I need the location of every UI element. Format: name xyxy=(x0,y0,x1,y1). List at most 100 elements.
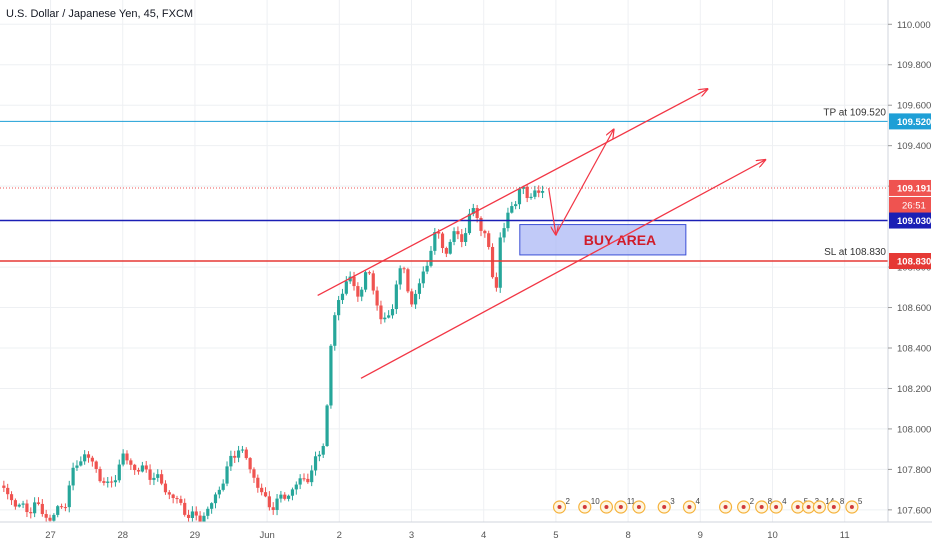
candle-body xyxy=(213,494,218,504)
candle-body xyxy=(136,470,141,472)
candle-body xyxy=(236,450,241,458)
candle-body xyxy=(433,232,437,251)
entry-price-tag-bg xyxy=(889,212,931,229)
tp-label: TP at 109.520 xyxy=(823,107,886,118)
candle-body xyxy=(533,190,537,197)
candle-body xyxy=(263,492,268,497)
candle-body xyxy=(275,498,279,510)
buy-zone xyxy=(519,224,687,256)
candle-body xyxy=(363,272,368,290)
candle-body xyxy=(360,289,364,297)
candle-body xyxy=(152,477,156,480)
candle-body xyxy=(421,271,425,284)
time-tick-label: 2 xyxy=(337,530,342,541)
countdown-bg xyxy=(889,196,931,213)
event-marker-count: 4 xyxy=(695,497,700,506)
channel-upper xyxy=(317,89,708,296)
candle-body xyxy=(17,504,21,507)
candle-body xyxy=(448,241,452,254)
candle-body xyxy=(340,293,345,301)
candle-body xyxy=(352,276,356,287)
candle-body xyxy=(517,188,522,205)
sl-price-tag-bg xyxy=(889,253,931,269)
candle-body xyxy=(429,250,433,266)
candle-body xyxy=(390,309,395,316)
time-tick-label: 11 xyxy=(840,530,850,541)
time-tick-label: 4 xyxy=(481,530,486,541)
candle-body xyxy=(29,512,33,514)
candle-body xyxy=(48,517,52,521)
candle-body xyxy=(225,466,229,484)
candle-body xyxy=(487,233,491,247)
candle-body xyxy=(175,498,179,500)
time-tick-label: 28 xyxy=(117,530,128,541)
candle-body xyxy=(410,291,414,305)
candle-body xyxy=(102,481,106,483)
candle-body xyxy=(471,208,475,214)
candle-body xyxy=(283,494,287,499)
candle-body xyxy=(167,492,171,495)
event-marker-count: 3 xyxy=(670,497,675,506)
candle-body xyxy=(521,186,525,189)
buy-area-label: BUY AREA xyxy=(584,232,656,248)
candle-body xyxy=(25,503,29,513)
candle-body xyxy=(183,502,187,515)
candle-body xyxy=(302,478,306,480)
candle-body xyxy=(156,474,160,478)
symbol-title: U.S. Dollar / Japanese Yen, 45, FXCM xyxy=(6,8,194,20)
time-tick-label: 8 xyxy=(625,530,630,541)
candle-body xyxy=(479,217,483,231)
time-tick-label: 10 xyxy=(767,530,778,541)
current-price-tag-bg xyxy=(889,179,931,196)
candle-body xyxy=(113,480,118,483)
candle-body xyxy=(398,268,402,285)
candle-body xyxy=(248,458,252,470)
event-marker-dot xyxy=(817,505,822,509)
candle-body xyxy=(317,454,321,457)
candle-body xyxy=(271,507,275,510)
candle-body xyxy=(540,191,545,193)
price-tick-label: 107.800 xyxy=(897,465,931,476)
tp-price-tag: 109.520 xyxy=(897,117,931,128)
price-tick-label: 107.600 xyxy=(897,505,931,516)
price-axis-panel xyxy=(888,0,932,550)
candle-body xyxy=(21,503,25,505)
candle-body xyxy=(117,464,121,481)
candle-body xyxy=(6,487,10,495)
event-marker-count: 10 xyxy=(591,497,600,506)
current-price-tag: 109.191 xyxy=(897,183,932,194)
candle-body xyxy=(406,269,410,292)
candle-body xyxy=(98,468,102,482)
candle-body xyxy=(413,293,418,305)
event-marker-dot xyxy=(557,505,562,509)
event-marker-dot xyxy=(831,505,836,509)
candle-body xyxy=(190,511,194,518)
event-marker-count: 4 xyxy=(782,497,787,506)
candle-body xyxy=(475,208,479,218)
candle-body xyxy=(198,515,202,522)
candle-body xyxy=(337,300,341,316)
candle-body xyxy=(333,315,337,346)
candle-body xyxy=(279,494,283,499)
candle-body xyxy=(514,204,518,207)
candle-body xyxy=(71,467,75,486)
candle-body xyxy=(56,506,60,515)
candle-body xyxy=(467,213,472,234)
sl-label: SL at 108.830 xyxy=(824,247,886,258)
candle-body xyxy=(217,489,221,495)
event-marker-dot xyxy=(806,505,811,509)
candle-body xyxy=(310,470,314,483)
candle-body xyxy=(256,477,260,488)
candle-body xyxy=(59,506,64,508)
candle-body xyxy=(40,503,44,515)
candle-body xyxy=(383,317,387,320)
candle-body xyxy=(86,454,91,458)
candle-body xyxy=(33,502,37,514)
candle-body xyxy=(356,286,360,297)
time-tick-label: 9 xyxy=(698,530,703,541)
candle-body xyxy=(210,503,214,509)
price-tick-label: 108.200 xyxy=(897,384,931,395)
candle-body xyxy=(186,514,191,518)
